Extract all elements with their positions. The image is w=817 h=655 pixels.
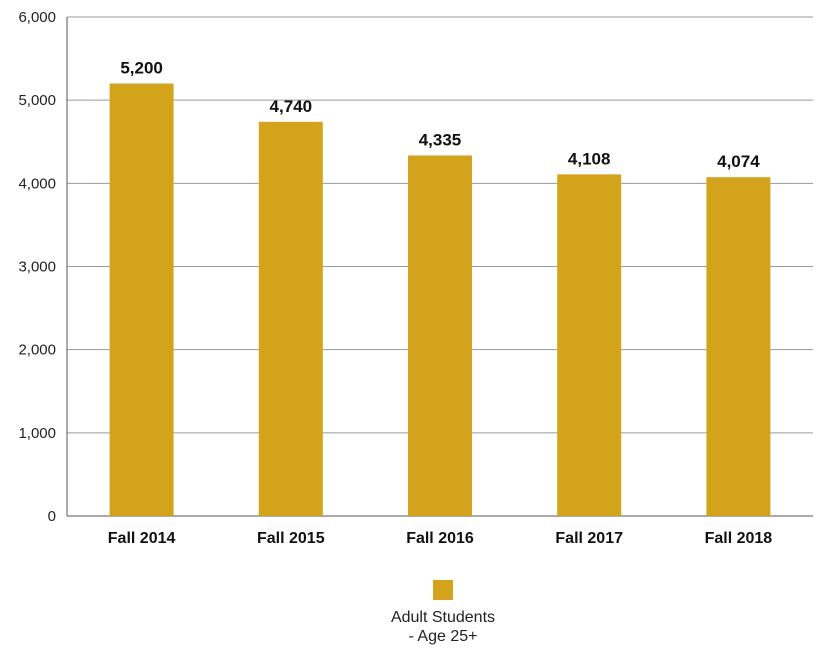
y-tick-label: 5,000	[18, 92, 56, 109]
y-tick-label: 0	[48, 508, 56, 525]
legend: Adult Students - Age 25+	[318, 580, 568, 646]
bar-chart: 0 1,000 2,000 3,000 4,000 5,000 6,000 5,200 Fall…	[18, 9, 813, 547]
y-tick-label: 4,000	[18, 175, 56, 192]
labels: 0 1,000 2,000 3,000 4,000 5,000 6,000 5,200 Fall…	[18, 9, 772, 547]
y-tick-label: 3,000	[18, 259, 56, 276]
bar	[408, 155, 472, 516]
data-label: 4,740	[270, 97, 313, 116]
y-tick-label: 1,000	[18, 425, 56, 442]
data-label: 4,335	[419, 130, 462, 149]
y-tick-label: 6,000	[18, 9, 56, 26]
bar	[258, 121, 323, 516]
bar	[557, 174, 622, 517]
x-tick-label: Fall 2015	[257, 530, 325, 547]
data-label: 4,074	[717, 152, 760, 171]
legend-swatch	[433, 580, 453, 600]
x-tick-label: Fall 2016	[406, 530, 474, 547]
y-tick-label: 2,000	[18, 342, 56, 359]
x-tick-label: Fall 2017	[555, 530, 623, 547]
bars	[109, 83, 771, 517]
bar	[109, 83, 174, 517]
x-tick-label: Fall 2018	[705, 530, 773, 547]
data-label: 5,200	[120, 59, 163, 78]
legend-label: Adult Students - Age 25+	[390, 609, 496, 645]
bar	[706, 177, 771, 516]
x-tick-label: Fall 2014	[108, 530, 176, 547]
data-label: 4,108	[568, 149, 611, 168]
